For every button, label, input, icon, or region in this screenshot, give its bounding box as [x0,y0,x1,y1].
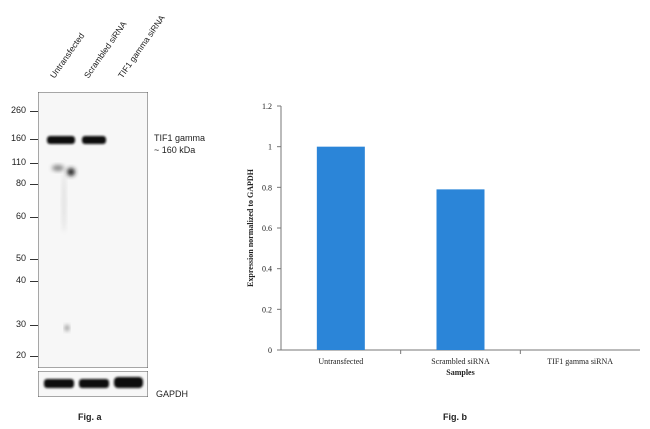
blot-image [38,92,148,368]
mw-tick-30 [30,325,38,326]
band-tif1-untransfected [47,136,75,144]
y-tick-label: 1.2 [262,102,272,111]
mw-marker-80: 80 [15,178,26,188]
bar-untransfected [316,146,365,350]
mw-marker-160: 160 [10,133,26,143]
mw-marker-260: 260 [10,105,26,115]
mw-tick-80 [30,184,38,185]
loading-control-label: GAPDH [156,389,189,399]
mw-tick-50 [30,259,38,260]
lane-label-untransfected: Untransfected [47,30,87,80]
figure-label-b: Fig. b [443,412,467,422]
y-tick-label: 0.6 [262,224,272,233]
mw-marker-40: 40 [15,275,26,285]
y-tick-label: 0.4 [262,265,272,274]
mw-marker-110: 110 [11,157,26,167]
y-tick-label: 0.8 [262,183,272,192]
bar-scrambled-sirna [436,189,485,350]
mw-tick-60 [30,217,38,218]
figure-label-a: Fig. a [78,412,102,422]
x-category-label: TIF1 gamma siRNA [547,357,613,366]
target-label-name: TIF1 gamma [154,133,206,143]
y-tick-label: 0 [268,346,272,355]
x-category-label: Untransfected [318,357,363,366]
mw-tick-20 [30,356,38,357]
target-label-size: ~ 160 kDa [154,145,196,155]
mw-marker-50: 50 [15,253,26,263]
mw-tick-40 [30,281,38,282]
mw-marker-30: 30 [15,319,26,329]
mw-tick-160 [30,139,38,140]
y-axis-title: Expression normalized to GAPDH [246,168,255,287]
mw-marker-60: 60 [15,211,26,221]
mw-tick-260 [30,111,38,112]
nonspecific-signal [52,165,75,331]
y-tick-label: 0.2 [262,305,272,314]
x-category-label: Scrambled siRNA [431,357,490,366]
x-axis-title: Samples [446,368,474,377]
mw-marker-20: 20 [15,350,26,360]
y-tick-label: 1 [268,143,272,152]
gapdh-blot-strip [38,371,148,397]
band-tif1-scrambled [82,136,106,144]
expression-bar-chart: 0 0.2 0.4 0.6 0.8 1 1.2 Untransfected Scrambled … [246,102,640,377]
mw-tick-110 [30,163,38,164]
